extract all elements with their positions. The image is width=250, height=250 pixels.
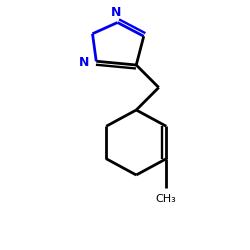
Text: N: N [78, 56, 89, 69]
Text: CH₃: CH₃ [156, 194, 176, 204]
Text: N: N [111, 6, 122, 19]
